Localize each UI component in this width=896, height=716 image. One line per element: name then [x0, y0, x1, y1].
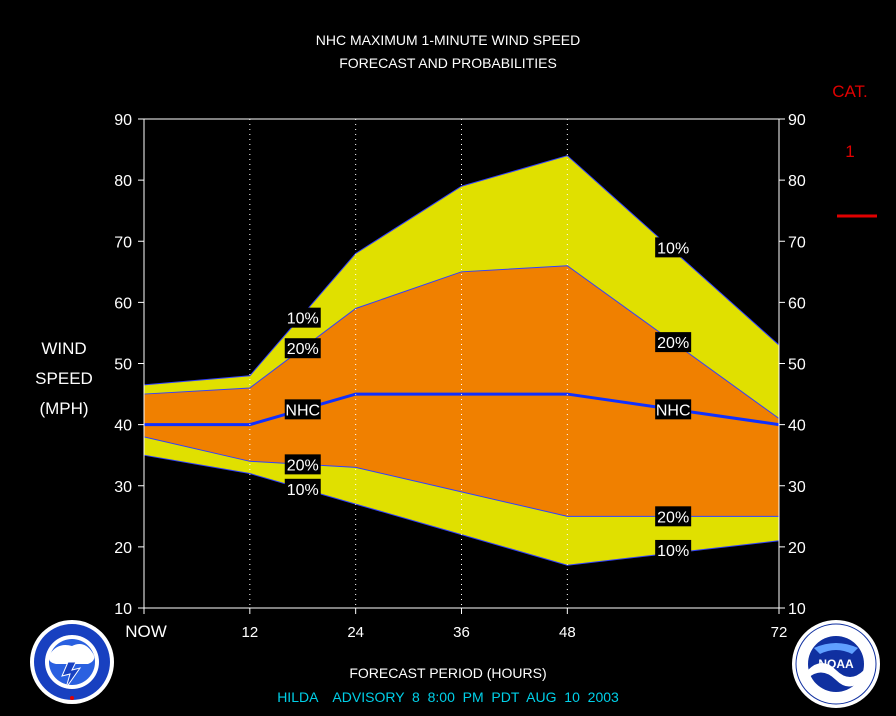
band-label: 20%: [657, 335, 689, 352]
x-axis-title: FORECAST PERIOD (HOURS): [349, 665, 547, 681]
y-tick-label-left: 80: [114, 173, 132, 190]
band-label: 10%: [657, 543, 689, 560]
band-label: 20%: [287, 341, 319, 358]
band-label-box: [284, 454, 321, 475]
chart-title-line1: NHC MAXIMUM 1-MINUTE WIND SPEED: [315, 32, 581, 48]
y-tick-label-right: 40: [788, 418, 806, 435]
x-tick-label: NOW: [125, 622, 167, 641]
y-tick-label-right: 80: [788, 173, 806, 190]
y-tick-label-left: 90: [114, 112, 132, 129]
band-label-box: [284, 478, 321, 499]
x-tick-label: 72: [771, 624, 788, 641]
y-axis-title-line3: (MPH): [39, 399, 89, 418]
band-label: 10%: [657, 240, 689, 257]
band-labels: 10% 20% NHC 20% 10% 10% 20% NHC 20% 10%: [284, 237, 692, 560]
x-axis: NOW 12 24 36 48 72: [125, 608, 787, 641]
left-y-axis: 10 20 30 40 50 60 70 80 90: [114, 112, 144, 618]
x-tick-label: 24: [347, 624, 364, 641]
y-tick-label-left: 50: [114, 357, 132, 374]
lower-10pct-line: [143, 454, 780, 566]
band-label: 10%: [287, 311, 319, 328]
band-label: 10%: [287, 482, 319, 499]
lower-20pct-line: [143, 436, 779, 517]
category-label: CAT.: [832, 82, 868, 101]
noaa-logo-icon: NOAA: [792, 620, 880, 708]
category-value: 1: [845, 142, 855, 161]
band-label: NHC: [285, 402, 320, 419]
chart-title-line2: FORECAST AND PROBABILITIES: [339, 55, 557, 71]
y-tick-label-right: 70: [788, 234, 806, 251]
nws-logo-icon: [30, 620, 114, 704]
y-tick-label-right: 10: [788, 601, 806, 618]
forecast-lines: [143, 155, 780, 566]
upper-10pct-line: [143, 155, 780, 386]
y-tick-label-right: 30: [788, 479, 806, 496]
y-tick-label-left: 70: [114, 234, 132, 251]
nhc-forecast-line: [144, 392, 780, 427]
band-label-box: [655, 332, 692, 353]
noaa-logo-text: NOAA: [818, 657, 854, 671]
inner-probability-band: [144, 265, 779, 517]
band-label-box: [284, 307, 321, 328]
band-label: 20%: [287, 457, 319, 474]
band-label-box: [655, 539, 692, 560]
y-tick-label-left: 60: [114, 295, 132, 312]
band-label-box: [655, 237, 692, 258]
upper-20pct-line: [143, 265, 780, 419]
band-label-box: [655, 506, 692, 527]
advisory-line: HILDA ADVISORY 8 8:00 PM PDT AUG 10 2003: [277, 689, 619, 705]
y-tick-label-left: 20: [114, 540, 132, 557]
x-tick-label: 48: [559, 624, 576, 641]
band-label: 20%: [657, 509, 689, 526]
band-label-box: [284, 338, 321, 359]
y-tick-label-right: 20: [788, 540, 806, 557]
y-tick-label-left: 30: [114, 479, 132, 496]
band-label-box: [284, 399, 321, 420]
y-axis-title-line2: SPEED: [35, 369, 93, 388]
y-axis-title-line1: WIND: [41, 339, 87, 358]
y-tick-label-right: 50: [788, 357, 806, 374]
y-tick-label-right: 60: [788, 295, 806, 312]
x-tick-label: 12: [241, 624, 258, 641]
y-tick-label-right: 90: [788, 112, 806, 129]
y-tick-label-left: 10: [114, 601, 132, 618]
y-tick-label-left: 40: [114, 418, 132, 435]
probability-bands: [144, 155, 779, 566]
right-y-axis: 10 20 30 40 50 60 70 80 90: [779, 112, 806, 618]
band-label-box: [655, 399, 692, 420]
x-tick-label: 36: [453, 624, 470, 641]
band-label: NHC: [656, 402, 691, 419]
